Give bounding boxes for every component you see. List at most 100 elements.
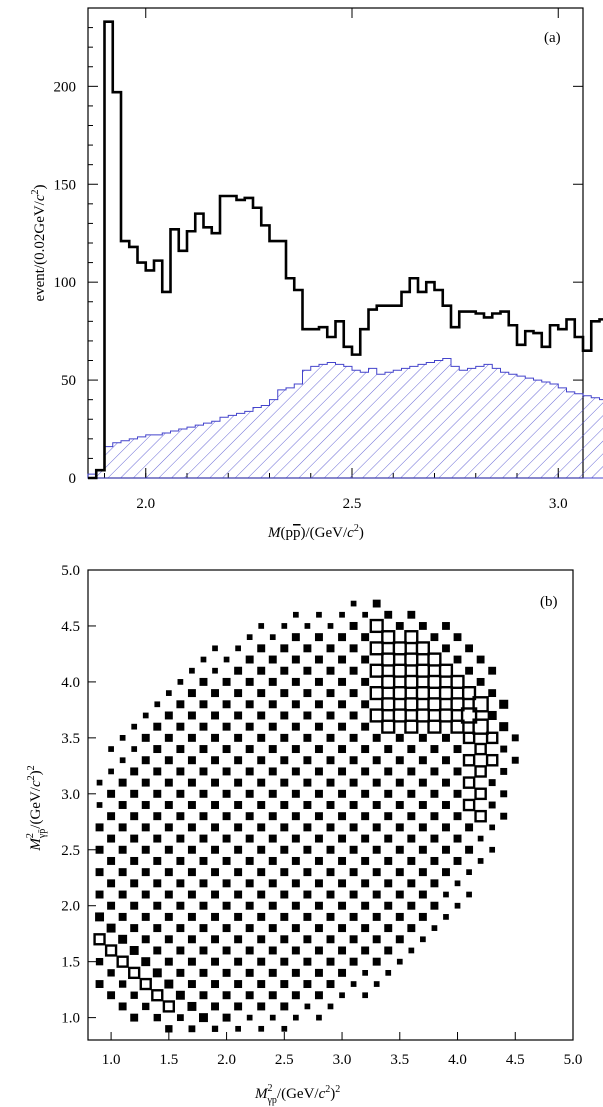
density-box [499,699,509,709]
density-box [280,733,289,742]
density-box [395,823,404,832]
density-box [199,834,208,843]
density-box [453,745,462,754]
density-box [280,711,289,720]
density-box [361,946,370,955]
density-box [211,912,219,921]
density-box [349,778,358,787]
density-box [245,946,254,955]
density-box [303,689,312,698]
density-box [430,633,439,642]
density-box [338,700,347,709]
density-box [108,746,114,752]
density-box [211,845,219,854]
density-box [142,712,149,719]
density-box [222,946,231,955]
density-box [407,745,416,754]
density-box [199,700,208,709]
density-box [107,901,116,910]
density-box [500,812,508,820]
density-box [164,912,173,921]
density-box [211,980,219,989]
density-box [291,655,300,664]
density-box [257,823,266,832]
density-box [349,666,358,675]
density-box [395,756,404,765]
density-box [222,677,231,686]
density-box [211,756,219,765]
density-box [118,890,127,899]
density-box [164,756,173,765]
density-box [234,912,243,921]
density-box [472,696,489,713]
density-box [280,801,289,809]
density-box [153,745,162,754]
density-box [176,901,185,910]
density-box [292,611,299,618]
density-box [384,879,393,888]
density-box [361,812,370,821]
y-tick-label: 3.0 [61,787,80,803]
density-box [465,845,474,854]
density-box [291,789,300,798]
density-box [234,823,243,832]
density-box [176,745,185,754]
density-box [234,980,243,989]
density-box [477,858,484,864]
density-box [257,711,266,720]
density-box [234,935,243,944]
density-box [257,644,266,653]
density-box [141,801,150,809]
density-box [153,812,162,821]
density-box [291,677,300,686]
density-box [476,655,485,664]
density-box [95,912,105,922]
axis-ticks-b: 1.0 1.5 2.0 2.5 3.0 3.5 4.0 4.5 5.0 1.0 1.5 2.0 2.5 3… [61,563,582,1068]
density-box [362,611,369,618]
density-box [381,719,396,734]
density-box [128,966,141,980]
density-box [141,778,150,787]
density-box [427,652,442,667]
x-tick-label: 2.5 [275,1052,294,1068]
density-box [245,767,254,776]
density-box [291,834,300,843]
density-box [488,666,497,675]
x-tick-label: 5.0 [564,1052,583,1068]
density-box [211,778,219,787]
density-box [222,968,231,977]
dalitz-panel: 1.0 1.5 2.0 2.5 3.0 3.5 4.0 4.5 5.0 1.0 1.5 2.0 2.5 3… [25,563,582,1106]
density-box [187,980,196,989]
density-box [303,980,312,989]
density-box [130,924,139,933]
density-box [443,914,449,920]
density-box [176,879,185,888]
density-box [222,722,231,731]
density-box [338,812,347,821]
density-box [326,935,335,944]
density-box [427,674,442,690]
density-box [268,700,277,709]
density-box [362,969,369,976]
density-box [164,890,173,899]
density-box [314,700,323,709]
density-box [369,641,384,656]
density-box [211,935,219,944]
density-box [431,925,438,931]
density-box [199,722,208,731]
density-box [130,1013,139,1022]
density-box [338,924,347,933]
density-box [338,946,347,955]
density-box [176,856,185,865]
density-box [381,674,396,690]
density-box [246,634,253,641]
density-box [303,845,312,854]
density-box [314,789,323,798]
density-box [303,868,312,877]
density-box [303,823,312,832]
density-box [326,823,335,832]
density-box [153,879,162,888]
y-tick-label: 150 [54,177,77,193]
density-box [407,789,416,798]
